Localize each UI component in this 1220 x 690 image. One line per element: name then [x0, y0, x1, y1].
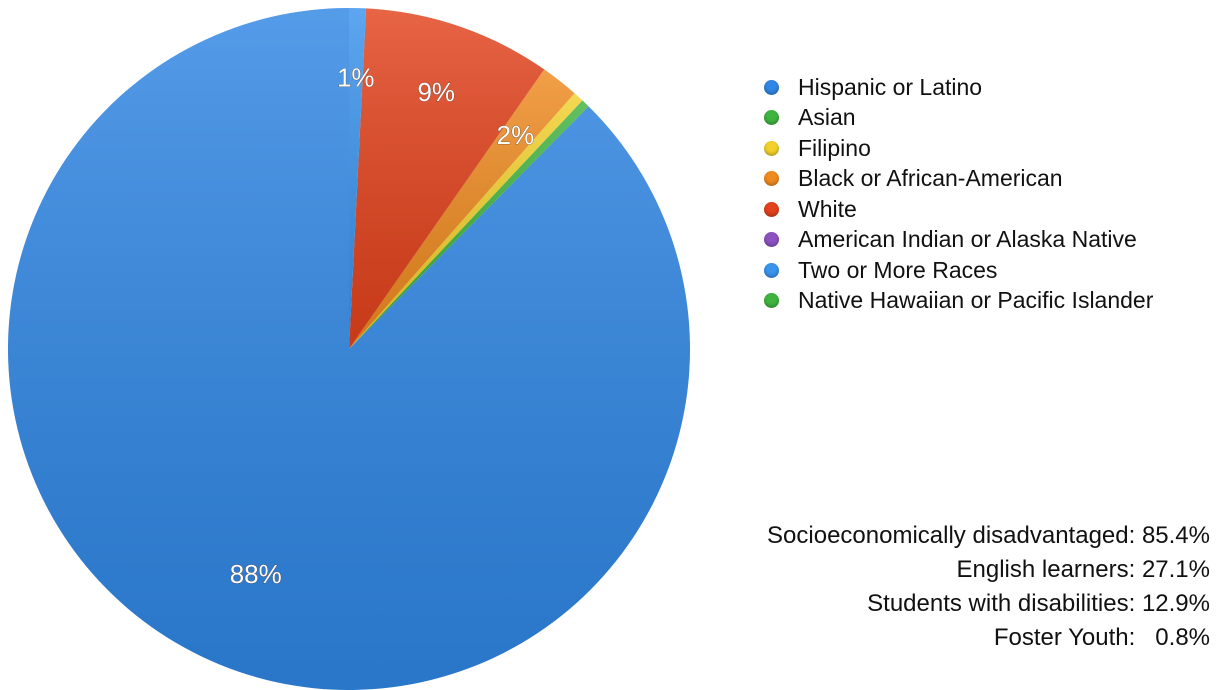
legend-swatch	[764, 79, 779, 95]
stat-foster-youth: Foster Youth: 0.8%	[993, 624, 1210, 651]
legend-swatch	[764, 201, 779, 217]
legend-swatch	[764, 232, 779, 248]
slice-label-3: 2%	[497, 120, 535, 150]
legend-item: American Indian or Alaska Native	[764, 225, 1153, 256]
legend-label: Hispanic or Latino	[798, 73, 983, 100]
legend-item: Black or African-American	[764, 164, 1153, 195]
legend-item: Asian	[764, 103, 1153, 134]
pie-slice-shade-0	[7, 8, 690, 690]
slice-label-0: 88%	[230, 559, 282, 589]
legend-swatch	[764, 140, 779, 156]
legend-swatch	[764, 262, 779, 278]
legend-label: Native Hawaiian or Pacific Islander	[798, 287, 1154, 314]
legend-label: Filipino	[798, 134, 871, 161]
stat-socioeconomic: Socioeconomically disadvantaged: 85.4%	[767, 522, 1210, 549]
pie-slice-shade-6	[349, 8, 367, 349]
legend-item: White	[764, 194, 1153, 225]
legend-swatch	[764, 171, 779, 187]
legend-label: White	[798, 195, 857, 222]
legend-swatch	[764, 293, 779, 309]
legend-item: Hispanic or Latino	[764, 72, 1153, 103]
legend-swatch	[764, 110, 779, 126]
pie-chart: 88% 2% 9% 1%	[7, 8, 690, 690]
slice-label-4: 9%	[417, 77, 455, 107]
stats-block: Socioeconomically disadvantaged: 85.4% E…	[767, 519, 1210, 655]
legend: Hispanic or Latino Asian Filipino Black …	[764, 72, 1153, 316]
stat-disabilities: Students with disabilities: 12.9%	[867, 590, 1210, 617]
legend-item: Two or More Races	[764, 255, 1153, 286]
legend-label: American Indian or Alaska Native	[798, 226, 1137, 253]
stat-english-learners: English learners: 27.1%	[956, 556, 1210, 583]
pie-slice-shade-2	[349, 93, 583, 349]
pie-slice-shade-4	[349, 8, 545, 350]
legend-label: Two or More Races	[798, 256, 998, 283]
slice-label-6: 1%	[337, 63, 375, 93]
legend-item: Native Hawaiian or Pacific Islander	[764, 286, 1153, 317]
legend-item: Filipino	[764, 133, 1153, 164]
pie-slice-shade-1	[349, 100, 589, 350]
legend-label: Asian	[798, 104, 856, 131]
legend-label: Black or African-American	[798, 165, 1063, 192]
pie-slice-shade-3	[349, 69, 575, 349]
